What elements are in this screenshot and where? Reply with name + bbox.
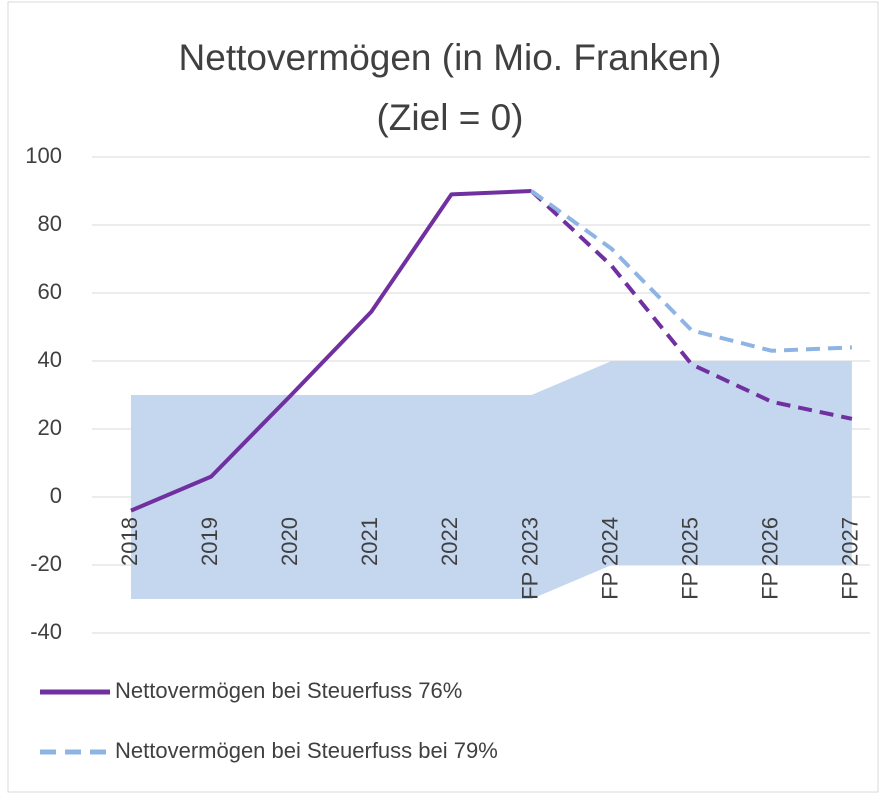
y-tick-label: 80	[38, 211, 62, 236]
chart-title: Nettovermögen (in Mio. Franken)	[179, 37, 722, 78]
x-tick-label: FP 2025	[678, 517, 703, 600]
x-tick-label: 2020	[277, 517, 302, 566]
y-tick-label: 40	[38, 347, 62, 372]
x-tick-label: FP 2023	[517, 517, 542, 600]
series-line	[130, 189, 532, 513]
series-line	[530, 189, 853, 421]
band-area	[131, 361, 852, 599]
x-tick-label: 2019	[197, 517, 222, 566]
y-tick-label: 60	[38, 279, 62, 304]
x-tick-label: FP 2027	[838, 517, 863, 600]
y-tick-label: -20	[30, 551, 62, 576]
legend-label: Nettovermögen bei Steuerfuss bei 79%	[115, 738, 498, 763]
x-tick-label: FP 2026	[758, 517, 783, 600]
x-tick-label: 2022	[437, 517, 462, 566]
legend-label: Nettovermögen bei Steuerfuss 76%	[115, 678, 462, 703]
y-tick-label: 0	[50, 483, 62, 508]
x-tick-label: 2021	[357, 517, 382, 566]
y-tick-label: 100	[25, 143, 62, 168]
y-tick-label: -40	[30, 619, 62, 644]
x-tick-label: 2018	[117, 517, 142, 566]
chart-title: (Ziel = 0)	[376, 97, 523, 138]
y-tick-label: 20	[38, 415, 62, 440]
x-tick-label: FP 2024	[597, 517, 622, 600]
